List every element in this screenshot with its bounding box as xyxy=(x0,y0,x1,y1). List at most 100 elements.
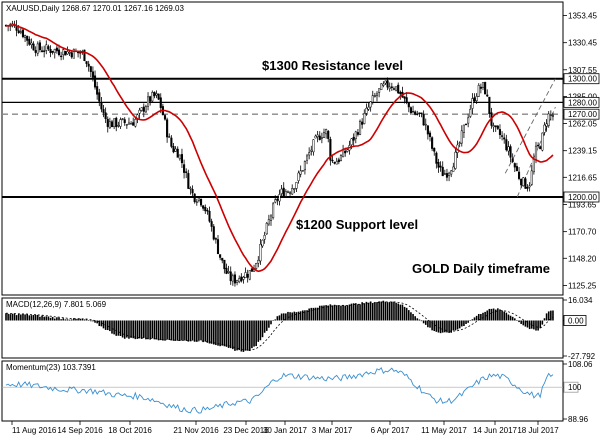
candle-body xyxy=(545,123,548,127)
candle-body xyxy=(426,125,429,135)
candle-body xyxy=(494,125,497,128)
candle-body xyxy=(369,101,372,108)
candle-body xyxy=(526,186,529,189)
candle-body xyxy=(62,49,65,56)
macd-bar xyxy=(215,320,217,346)
candle-body xyxy=(197,197,200,201)
candle-body xyxy=(282,187,285,197)
macd-bar xyxy=(412,313,414,321)
candle-body xyxy=(346,149,349,152)
candle-body xyxy=(392,88,396,90)
candle-body xyxy=(121,118,124,120)
macd-bar xyxy=(492,308,495,321)
candle-body xyxy=(191,189,194,194)
macd-bar xyxy=(123,320,126,339)
macd-bar xyxy=(41,315,43,321)
candle-body xyxy=(511,158,514,162)
macd-bar xyxy=(73,318,75,321)
candle-body xyxy=(32,43,35,51)
macd-bar xyxy=(475,315,478,321)
candle-body xyxy=(498,129,502,135)
candle-body xyxy=(484,82,487,95)
date-tick-label: 11 May 2017 xyxy=(421,426,467,435)
macd-bar xyxy=(306,310,308,321)
macd-bar xyxy=(20,314,22,321)
price-tick-label: 1125.25 xyxy=(568,281,597,290)
macd-bar xyxy=(437,320,440,333)
candle-body xyxy=(488,96,491,115)
macd-bar xyxy=(246,320,249,351)
candle-body xyxy=(363,113,366,124)
macd-bar xyxy=(185,320,187,341)
candle-body xyxy=(87,63,90,67)
candle-body xyxy=(373,95,376,97)
macd-bar xyxy=(187,320,190,342)
date-tick-label: 18 Jul 2017 xyxy=(517,426,559,435)
candle-body xyxy=(297,172,300,181)
macd-bar xyxy=(484,311,486,321)
candle-body xyxy=(127,122,131,125)
candle-body xyxy=(496,125,499,129)
macd-bar xyxy=(469,320,472,321)
candle-body xyxy=(185,171,188,173)
candle-body xyxy=(367,106,370,110)
macd-bar xyxy=(155,320,158,340)
candle-body xyxy=(144,106,147,113)
candle-body xyxy=(473,97,476,102)
candle-body xyxy=(255,263,258,269)
macd-bar xyxy=(96,320,98,324)
candle-body xyxy=(358,120,362,135)
candle-body xyxy=(117,125,120,127)
candle-body xyxy=(407,102,410,108)
macd-bar xyxy=(365,301,368,321)
candle-body xyxy=(390,86,393,88)
macd-bar xyxy=(473,317,476,321)
macd-bar xyxy=(331,305,334,321)
candle-body xyxy=(231,275,234,282)
candle-body xyxy=(257,259,260,264)
macd-bar xyxy=(56,317,58,321)
candle-body xyxy=(454,151,457,169)
macd-bar xyxy=(143,320,145,338)
candle-body xyxy=(431,137,434,149)
macd-bar xyxy=(420,320,423,322)
candle-body xyxy=(467,117,470,124)
candle-body xyxy=(361,121,364,125)
candle-body xyxy=(310,149,313,152)
macd-bar xyxy=(376,302,378,321)
candle-body xyxy=(286,191,290,193)
candle-body xyxy=(475,96,478,101)
macd-bar xyxy=(511,316,514,321)
macd-bar xyxy=(232,320,234,350)
candle-body xyxy=(312,139,315,153)
candle-body xyxy=(388,86,391,90)
macd-bar xyxy=(547,311,550,321)
candle-body xyxy=(481,82,485,88)
candle-body xyxy=(93,75,97,88)
candle-body xyxy=(528,185,531,188)
candle-body xyxy=(43,50,46,52)
macd-bar xyxy=(518,320,520,323)
macd-bar xyxy=(384,301,387,321)
candle-body xyxy=(125,124,128,126)
macd-bar xyxy=(98,320,101,327)
macd-bar xyxy=(113,320,115,335)
candle-body xyxy=(289,192,292,194)
macd-bar xyxy=(153,320,156,340)
candle-body xyxy=(149,96,152,102)
date-tick-label: 3 Mar 2017 xyxy=(312,426,353,435)
channel-upper xyxy=(504,78,556,174)
candle-body xyxy=(153,91,156,97)
macd-bar xyxy=(51,317,54,321)
macd-bar xyxy=(47,316,50,321)
price-tick-label: 1285.00 xyxy=(568,92,597,101)
macd-bar xyxy=(45,316,48,321)
macd-bar xyxy=(435,320,438,332)
macd-bar xyxy=(147,320,149,340)
candle-body xyxy=(146,96,150,107)
candle-body xyxy=(339,155,343,161)
macd-bar xyxy=(280,313,283,321)
candle-body xyxy=(51,50,54,53)
candle-body xyxy=(178,154,181,160)
candle-body xyxy=(532,158,535,173)
